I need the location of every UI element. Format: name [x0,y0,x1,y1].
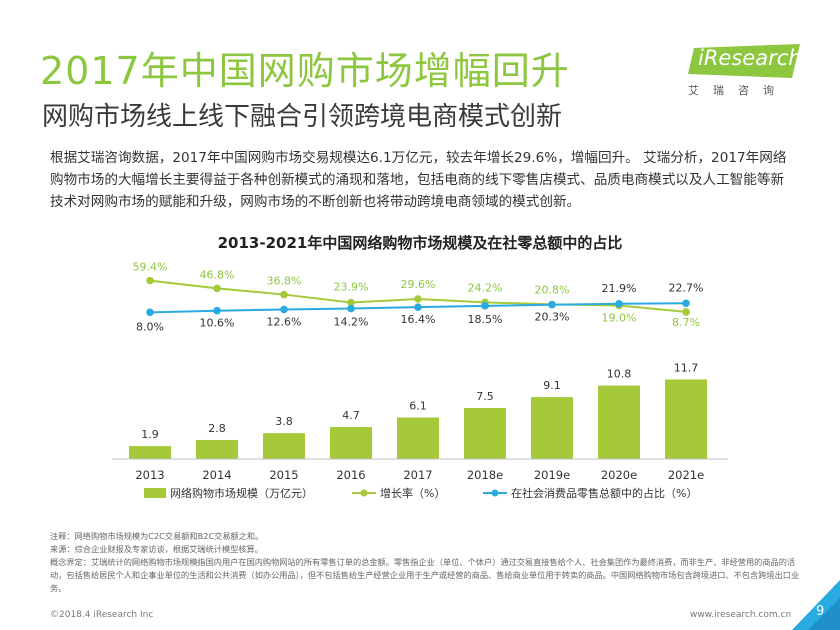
bar-2014 [196,439,238,459]
page-subtitle: 网购市场线上线下融合引领跨境电商模式创新 [42,102,563,132]
growth-label-2016: 23.9% [334,281,369,294]
bar-label-2019e: 9.1 [543,379,561,392]
bar-2021e [665,379,707,459]
bar-label-2014: 2.8 [208,422,226,435]
bar-label-2021e: 11.7 [674,361,699,374]
chart-title: 2013-2021年中国网络购物市场规模及在社零总额中的占比 [217,234,623,252]
bar-label-2016: 4.7 [342,409,360,422]
share-point-2021e [682,299,690,308]
note-line: 注释：网络购物市场规模为C2C交易额和B2C交易额之和。 [50,531,264,541]
growth-point-2013 [146,276,154,285]
share-label-2017: 16.4% [401,313,436,326]
bar-2017 [397,417,439,459]
share-point-2013 [146,308,154,317]
growth-label-2013: 59.4% [133,261,168,274]
market-chart: 1.9 2.8 3.8 4.7 6.1 7.5 9.1 10.8 11.7 2013 2014 201… [112,261,728,500]
bar-2016 [330,427,372,459]
share-label-2020e: 21.9% [602,282,637,295]
legend-growth-marker [360,489,368,497]
bar-2013 [129,446,171,459]
x-tick-2020e: 2020e [601,468,637,482]
share-label-2018e: 18.5% [468,313,503,326]
bar-label-2013: 1.9 [141,428,159,441]
bar-2019e [531,397,573,459]
logo-shape [688,44,800,78]
x-tick-2018e: 2018e [467,468,503,482]
corner-decoration [792,580,840,630]
website-link[interactable]: www.iresearch.com.cn [690,610,792,620]
share-label-2016: 14.2% [334,316,369,329]
bar-label-2020e: 10.8 [607,368,632,381]
share-point-2015 [280,305,288,314]
share-point-2018e [481,302,489,310]
share-label-2014: 10.6% [200,317,235,330]
bar-label-2015: 3.8 [275,415,293,428]
growth-label-2021e: 8.7% [672,316,700,329]
legend-growth-label: 增长率（%） [380,486,445,500]
bar-2020e [598,385,640,459]
x-tick-2019e: 2019e [534,468,570,482]
legend-share-label: 在社会消费品零售总额中的占比（%） [511,486,697,500]
share-label-2021e: 22.7% [669,281,704,294]
growth-label-2019e: 20.8% [535,283,570,296]
copyright: ©2018.4 iResearch Inc [50,610,154,620]
logo-text: iResearch [698,46,802,70]
x-tick-2016: 2016 [336,468,365,482]
x-tick-2015: 2015 [269,468,298,482]
legend-bar-label: 网络购物市场规模（万亿元） [170,486,313,500]
growth-label-2017: 29.6% [401,278,436,291]
note-line: 概念界定：艾瑞统计的网络购物市场规模指国内用户在国内购物网站的所有零售订单的总金… [50,557,800,593]
x-tick-2017: 2017 [403,468,432,482]
legend-bar-swatch [144,488,166,498]
page-number: 9 [816,604,825,619]
note-line: 来源：综合企业财报及专家访谈，根据艾瑞统计模型核算。 [50,544,263,554]
growth-label-2018e: 24.2% [468,281,503,294]
share-point-2016 [347,304,355,313]
bar-2018e [464,408,506,459]
growth-label-2020e: 19.0% [602,312,637,325]
legend-share-marker [491,489,499,497]
bar-label-2018e: 7.5 [476,390,494,403]
intro-paragraph: 根据艾瑞咨询数据，2017年中国网购市场交易规模达6.1万亿元，较去年增长29.… [50,150,787,210]
notes: 注释：网络购物市场规模为C2C交易额和B2C交易额之和。 来源：综合企业财报及专… [50,530,810,595]
share-point-2017 [414,303,422,311]
share-label-2019e: 20.3% [535,311,570,324]
x-tick-2021e: 2021e [668,468,704,482]
bar-2015 [263,433,305,459]
bar-label-2017: 6.1 [409,400,427,413]
share-point-2014 [213,306,221,315]
share-point-2020e [615,299,623,308]
growth-point-2015 [280,290,288,299]
share-label-2013: 8.0% [136,320,164,333]
growth-point-2014 [213,284,221,293]
share-label-2015: 12.6% [267,315,302,328]
page-title: 2017年中国网购市场增幅回升 [40,49,570,93]
share-point-2019e [548,300,556,309]
x-tick-2014: 2014 [202,468,231,482]
growth-point-2017 [414,295,422,303]
growth-label-2014: 46.8% [200,268,235,281]
iresearch-logo: iResearch 艾瑞咨询 [688,44,802,100]
growth-point-2021e [682,308,690,316]
x-tick-2013: 2013 [135,468,164,482]
logo-cn-text: 艾瑞咨询 [688,84,788,97]
growth-point-2016 [347,298,355,307]
growth-label-2015: 36.8% [267,275,302,288]
